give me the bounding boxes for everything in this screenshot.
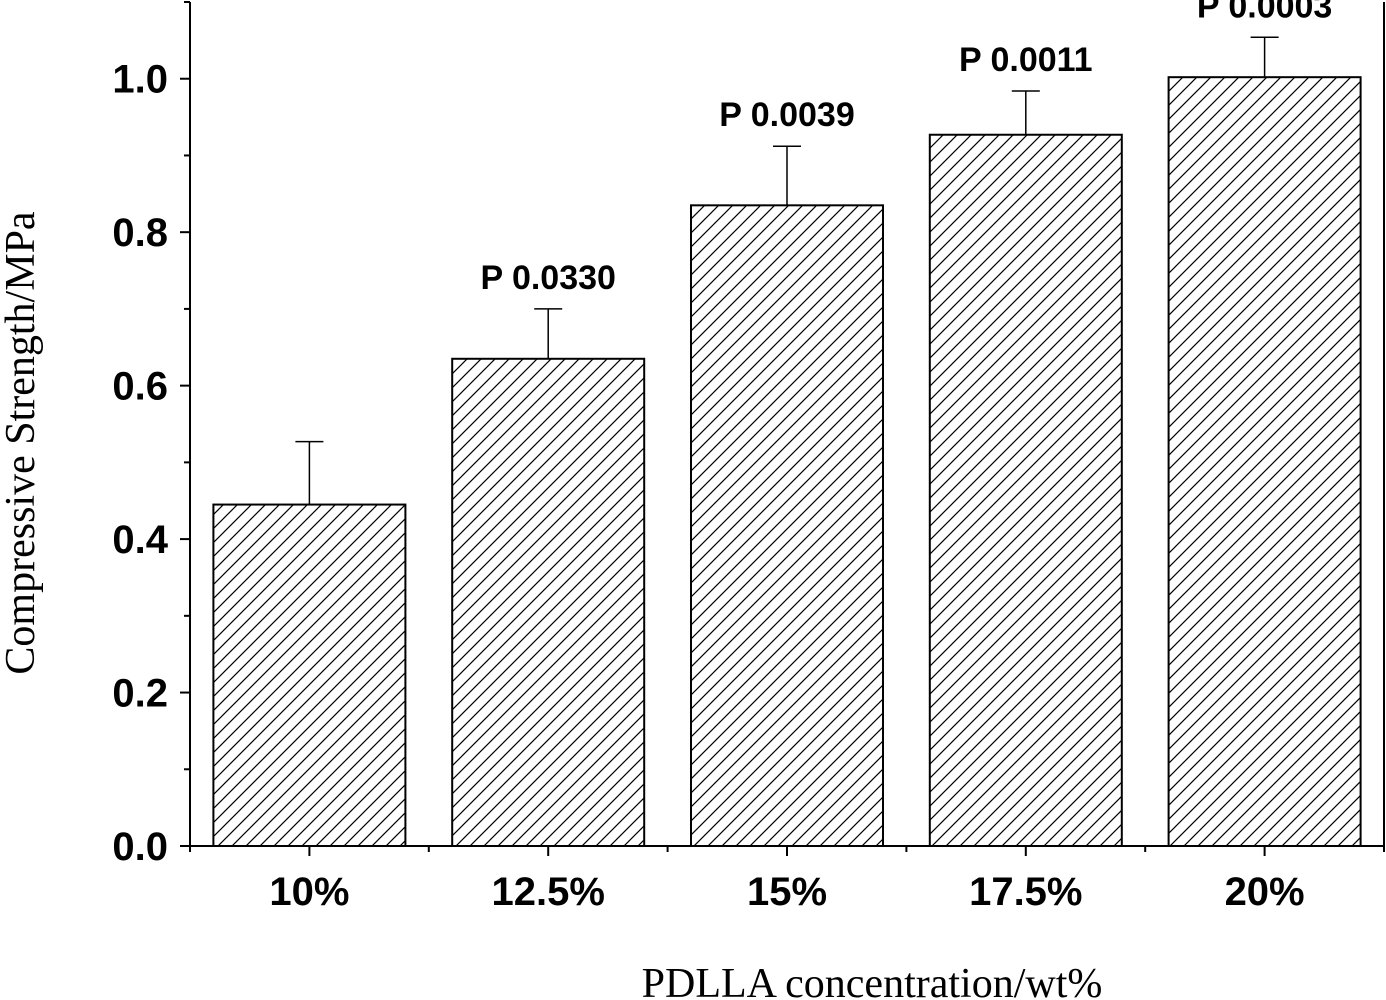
x-tick-label: 10%: [269, 870, 349, 914]
bar-20%: [1167, 76, 1362, 847]
y-tick-label: 0.2: [112, 672, 168, 716]
y-tick-label: 1.0: [112, 58, 168, 102]
x-axis-title: PDLLA concentration/wt%: [642, 961, 1103, 1000]
p-value-label-20%: P 0.0003: [1197, 0, 1333, 25]
bar-17.5%: [928, 133, 1123, 848]
y-tick-label: 0.6: [112, 365, 168, 409]
x-tick-label: 20%: [1225, 870, 1305, 914]
y-tick-label: 0.4: [112, 518, 168, 562]
x-tick-label: 15%: [747, 870, 827, 914]
x-tick-label: 17.5%: [969, 870, 1082, 914]
bar-15%: [690, 204, 884, 847]
p-value-label-17.5%: P 0.0011: [959, 41, 1093, 79]
p-value-label-12.5%: P 0.0330: [480, 259, 616, 297]
y-tick-label: 0.0: [112, 825, 168, 869]
y-axis-title: Compressive Strength/MPa: [0, 211, 44, 675]
bar-12.5%: [451, 357, 646, 847]
x-tick-label: 12.5%: [491, 870, 604, 914]
p-value-label-15%: P 0.0039: [719, 96, 855, 134]
y-tick-label: 0.8: [112, 211, 168, 255]
bar-10%: [212, 503, 407, 847]
